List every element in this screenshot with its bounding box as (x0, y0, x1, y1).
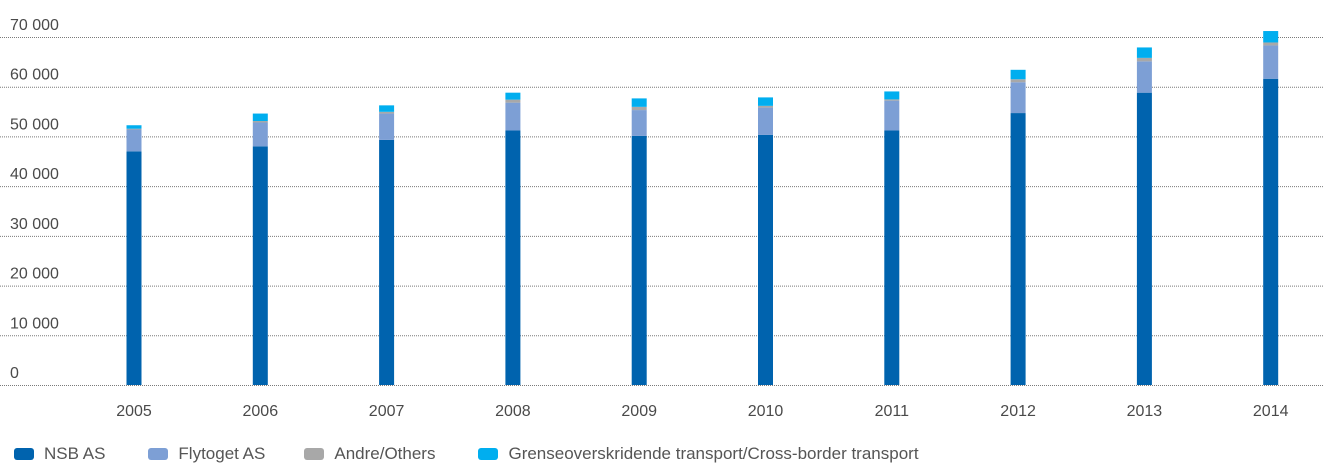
legend: NSB AS Flytoget AS Andre/Others Grenseovers… (14, 444, 919, 464)
legend-item: Andre/Others (304, 444, 435, 464)
y-tick-label: 70 000 (10, 17, 59, 34)
bar-segment (1136, 57, 1152, 62)
x-axis-labels: 2005 2006 2007 2008 2009 2010 2011 2012 2013 2014 (116, 403, 1288, 420)
x-tick-label: 2008 (495, 403, 531, 420)
bar-segment (379, 139, 395, 385)
bar-segment (631, 98, 647, 107)
bar-segment (252, 146, 268, 385)
legend-label: Andre/Others (334, 444, 436, 463)
y-tick-label: 10 000 (10, 315, 59, 332)
bar-segment (505, 102, 521, 131)
y-tick-label: 30 000 (10, 216, 59, 233)
bar-segment (1010, 113, 1026, 385)
gridlines (0, 37, 1323, 386)
bar-segment (884, 100, 900, 131)
stacked-bar-chart: 0 10 000 20 000 30 000 40 000 50 000 60 000 70 … (0, 17, 1323, 420)
bar-segment (379, 113, 395, 140)
x-tick-label: 2013 (1127, 403, 1163, 420)
x-tick-label: 2005 (116, 403, 152, 420)
bar-segment (1263, 45, 1279, 79)
bar-segment (1010, 69, 1026, 80)
y-tick-label: 20 000 (10, 266, 59, 283)
legend-swatch (148, 448, 169, 460)
bar-segment (758, 134, 773, 385)
bar-segment (505, 92, 521, 100)
x-tick-label: 2009 (621, 403, 657, 420)
bars (126, 31, 1279, 386)
y-axis-labels: 0 10 000 20 000 30 000 40 000 50 000 60 000 70 … (10, 17, 59, 382)
legend-label: Flytoget AS (178, 444, 266, 463)
x-tick-label: 2014 (1253, 403, 1289, 420)
legend-item: Flytoget AS (148, 444, 265, 464)
bar-segment (126, 125, 142, 129)
bar-segment (1263, 42, 1279, 46)
bar-segment (1010, 82, 1026, 114)
x-tick-label: 2011 (875, 403, 910, 420)
bar-segment (505, 130, 521, 385)
bar-segment (252, 122, 268, 147)
bar-segment (1010, 79, 1026, 83)
y-tick-label: 0 (10, 365, 19, 382)
bar-segment (505, 99, 521, 103)
bar-segment (126, 128, 142, 130)
y-tick-label: 50 000 (10, 116, 59, 133)
bar-segment (1263, 78, 1279, 385)
bar-segment (252, 113, 268, 122)
bar-segment (379, 111, 395, 114)
bar-segment (379, 105, 395, 112)
legend-swatch (478, 448, 499, 460)
bar-segment (631, 110, 647, 136)
bar-segment (884, 130, 900, 385)
x-tick-label: 2010 (748, 403, 784, 420)
y-tick-label: 60 000 (10, 67, 59, 84)
legend-swatch (304, 448, 325, 460)
bar-segment (631, 135, 647, 385)
legend-item: NSB AS (14, 444, 105, 464)
x-tick-label: 2007 (369, 403, 405, 420)
bar-segment (758, 107, 773, 135)
bar-segment (1136, 61, 1152, 93)
y-tick-label: 40 000 (10, 166, 59, 183)
bar-segment (252, 121, 268, 123)
bar-segment (1136, 47, 1152, 58)
bar-segment (758, 97, 773, 106)
bar-segment (1263, 31, 1279, 43)
bar-segment (758, 105, 773, 108)
legend-swatch (14, 448, 34, 460)
bar-segment (1136, 92, 1152, 386)
bar-segment (126, 129, 142, 152)
bar-segment (126, 151, 142, 385)
legend-label: Grenseoverskridende transport/Cross-bord… (508, 444, 919, 463)
bar-segment (631, 106, 647, 111)
legend-label: NSB AS (44, 444, 106, 463)
bar-segment (884, 99, 900, 101)
bar-segment (884, 91, 900, 100)
x-tick-label: 2012 (1000, 403, 1036, 420)
legend-item: Grenseoverskridende transport/Cross-bord… (478, 444, 919, 464)
x-tick-label: 2006 (243, 403, 279, 420)
